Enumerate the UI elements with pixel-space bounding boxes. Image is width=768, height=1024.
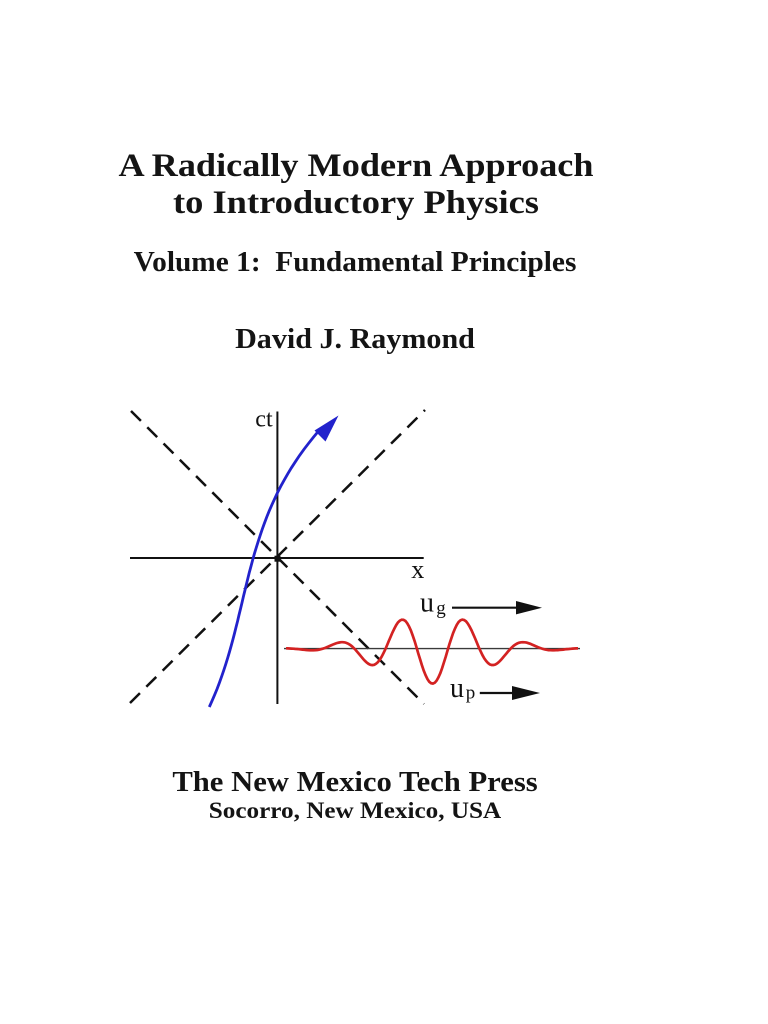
svg-text:x: x: [411, 555, 424, 584]
svg-text:p: p: [466, 682, 476, 703]
svg-text:u: u: [420, 588, 434, 619]
svg-text:g: g: [436, 598, 446, 619]
svg-text:u: u: [450, 673, 464, 704]
svg-text:ct: ct: [255, 407, 273, 433]
